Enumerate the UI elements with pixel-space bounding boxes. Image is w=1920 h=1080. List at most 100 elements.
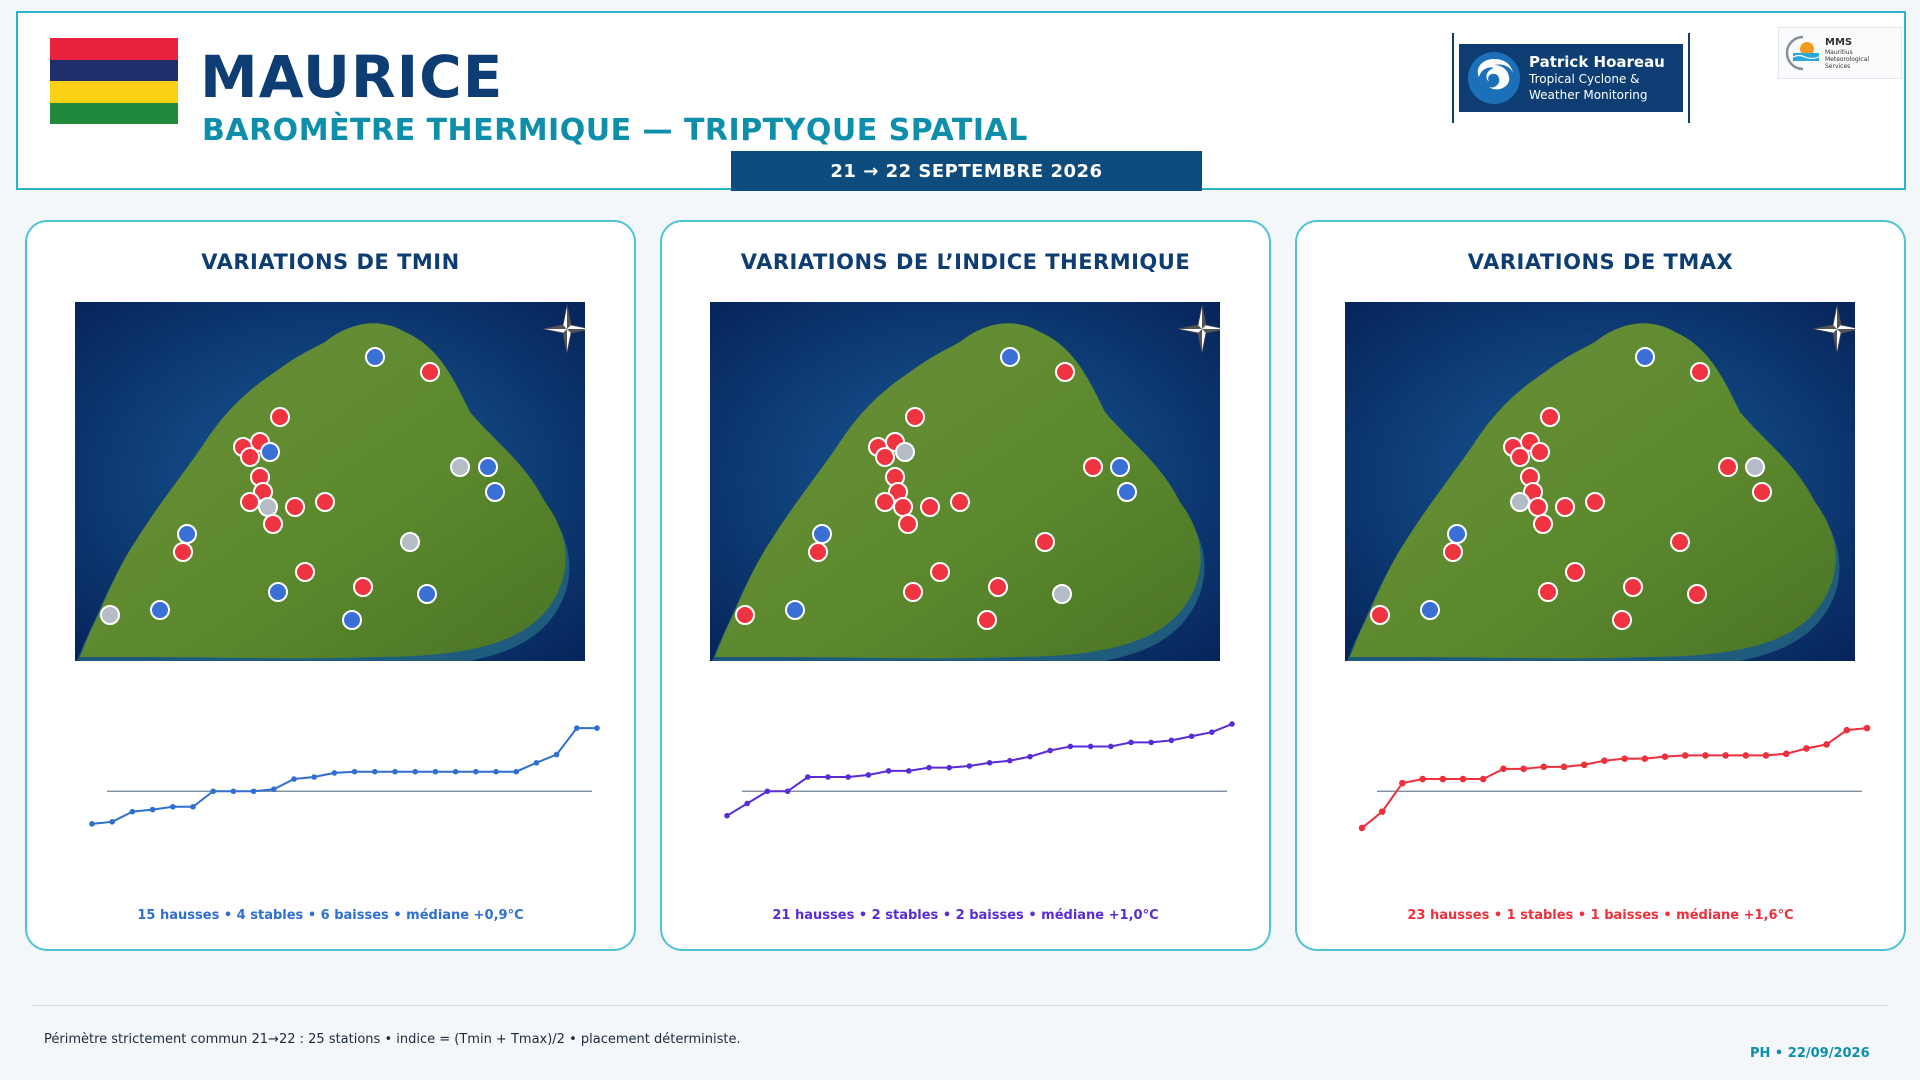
sparkline-point	[865, 772, 872, 778]
map-tmin	[75, 302, 585, 661]
sparkline-point	[1762, 752, 1770, 759]
sparkline-tmax	[1358, 724, 1871, 832]
station-marker-rise	[1555, 497, 1575, 517]
station-marker-rise	[1538, 582, 1558, 602]
station-marker-rise	[808, 542, 828, 562]
sparkline-point	[311, 774, 317, 780]
mauritius-flag	[50, 38, 178, 124]
station-marker-fall	[260, 442, 280, 462]
sparkline-point	[1378, 808, 1386, 815]
sparkline-point	[452, 768, 459, 775]
station-marker-stable	[1510, 492, 1530, 512]
station-marker-rise	[1443, 542, 1463, 562]
cyclone-icon	[1468, 52, 1520, 104]
station-marker-fall	[342, 610, 362, 630]
sparkline-point	[1067, 743, 1074, 750]
station-marker-rise	[270, 407, 290, 427]
sparkline-point	[946, 764, 952, 771]
sparkline-point	[885, 768, 892, 774]
station-marker-fall	[1420, 600, 1440, 620]
page-subtitle: BAROMÈTRE THERMIQUE — TRIPTYQUE SPATIAL	[202, 113, 1028, 148]
sparkline-point	[1399, 779, 1406, 787]
mms-line1: Mauritius	[1825, 48, 1853, 56]
footer-note: Périmètre strictement commun 21→22 : 25 …	[44, 1032, 741, 1047]
sparkline-point	[1358, 824, 1366, 832]
sparkline-index	[724, 721, 1235, 819]
station-marker-fall	[812, 524, 832, 544]
station-marker-fall	[1117, 482, 1137, 502]
summary-index: 21 hausses • 2 stables • 2 baisses • méd…	[772, 908, 1159, 923]
map-tmax	[1345, 302, 1855, 661]
sparkline-point	[1803, 745, 1810, 752]
sparkline-point	[392, 768, 398, 775]
sparkline-point	[372, 768, 378, 775]
sparkline-point	[845, 774, 851, 780]
station-marker-stable	[258, 497, 278, 517]
station-marker-fall	[485, 482, 505, 502]
station-marker-rise	[893, 497, 913, 517]
station-marker-rise	[1528, 497, 1548, 517]
mms-line2: Meteorological	[1825, 55, 1870, 63]
sparkline-point	[1128, 739, 1134, 746]
flag-stripe-yellow	[50, 81, 178, 103]
mms-logo: MMS Mauritius Meteorological Services	[1778, 27, 1902, 79]
sparkline-point	[1702, 752, 1709, 759]
station-marker-rise	[1690, 362, 1710, 382]
sparkline-point	[1047, 747, 1053, 754]
date-range-banner: 21 → 22 SEPTEMBRE 2026	[731, 151, 1202, 191]
sparkline-point	[1209, 729, 1215, 735]
station-marker-rise	[903, 582, 923, 602]
sparkline-point	[473, 768, 479, 775]
station-marker-stable	[895, 442, 915, 462]
sparkline-point	[1168, 737, 1175, 744]
station-marker-fall	[1635, 347, 1655, 367]
panel-title: VARIATIONS DE TMAX	[1467, 250, 1734, 274]
station-marker-rise	[1585, 492, 1605, 512]
mms-line3: Services	[1825, 62, 1851, 70]
sparkline-point	[331, 770, 338, 776]
island-shape	[80, 323, 566, 659]
sparkline-point	[805, 774, 811, 780]
sparkline-point	[1188, 733, 1195, 740]
station-marker-stable	[1052, 584, 1072, 604]
station-marker-rise	[295, 562, 315, 582]
sparkline-path	[1361, 727, 1868, 829]
sparkline-point	[1742, 752, 1750, 759]
station-marker-rise	[875, 492, 895, 512]
panel-title: VARIATIONS DE TMIN	[201, 250, 460, 274]
flag-stripe-blue	[50, 59, 178, 81]
sparkline-point	[230, 788, 237, 795]
patrick-hoareau-logo: Patrick Hoareau Tropical Cyclone & Weath…	[1452, 33, 1690, 123]
sparkline-point	[432, 768, 439, 775]
station-marker-rise	[1510, 447, 1530, 467]
station-marker-fall	[365, 347, 385, 367]
logo-ph-name: Patrick Hoareau	[1529, 53, 1665, 71]
station-marker-rise	[950, 492, 970, 512]
station-marker-rise	[1612, 610, 1632, 630]
panel-index: VARIATIONS DE L’INDICE THERMIQUE 21 haus…	[660, 220, 1271, 951]
sparkline-point	[764, 788, 771, 795]
station-marker-rise	[1752, 482, 1772, 502]
station-marker-fall	[177, 524, 197, 544]
sparkline-point	[109, 819, 115, 825]
panel-tmin: VARIATIONS DE TMIN 15 hausses • 4 stable…	[25, 220, 636, 951]
panel-title: VARIATIONS DE L’INDICE THERMIQUE	[740, 250, 1191, 274]
summary-tmin: 15 hausses • 4 stables • 6 baisses • méd…	[137, 908, 524, 923]
sparkline-point	[493, 768, 499, 775]
sparkline-point	[574, 725, 580, 731]
sparkline-point	[825, 774, 831, 780]
sparkline-tmin	[89, 725, 600, 827]
sparkline-point	[1601, 757, 1608, 765]
map-index	[710, 302, 1220, 661]
station-marker-rise	[905, 407, 925, 427]
station-marker-stable	[100, 605, 120, 625]
station-marker-rise	[240, 492, 260, 512]
sparkline-point	[1823, 741, 1830, 748]
sparkline-point	[966, 763, 973, 769]
sparkline-point	[1500, 765, 1507, 773]
station-marker-rise	[420, 362, 440, 382]
sparkline-point	[210, 788, 216, 795]
sparkline-point	[1229, 721, 1235, 727]
station-marker-rise	[285, 497, 305, 517]
compass-rose-icon	[542, 304, 585, 354]
